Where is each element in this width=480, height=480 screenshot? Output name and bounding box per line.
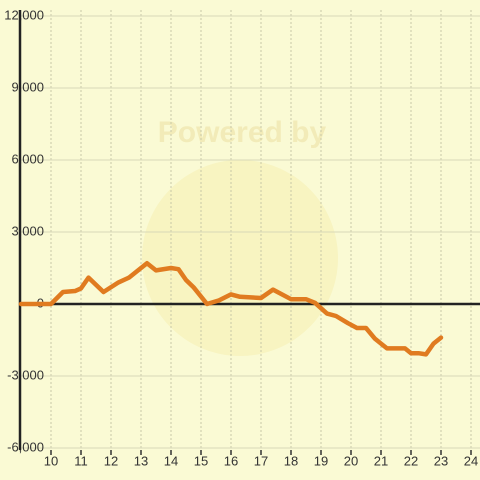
y-tick-label: 12,000 [4,7,44,22]
x-tick-label: 21 [374,453,388,468]
x-tick-label: 17 [254,453,268,468]
x-tick-label: 20 [344,453,358,468]
y-tick-label: -3,000 [7,367,44,382]
x-tick-label: 13 [134,453,148,468]
x-tick-label: 16 [224,453,238,468]
x-tick-label: 22 [404,453,418,468]
y-tick-label: -6,000 [7,439,44,454]
x-tick-label: 23 [434,453,448,468]
y-tick-label: 9,000 [11,79,44,94]
x-tick-label: 10 [44,453,58,468]
watermark: Powered by [158,116,327,149]
x-tick-label: 14 [164,453,178,468]
x-tick-label: 18 [284,453,298,468]
x-tick-label: 12 [104,453,118,468]
y-tick-label: 6,000 [11,151,44,166]
data-line [18,260,444,357]
x-tick-label: 11 [74,453,88,468]
x-tick-label: 24 [464,453,478,468]
y-tick-label: 3,000 [11,223,44,238]
watermark-logo [142,160,338,356]
x-tick-label: 19 [314,453,328,468]
x-tick-label: 15 [194,453,208,468]
